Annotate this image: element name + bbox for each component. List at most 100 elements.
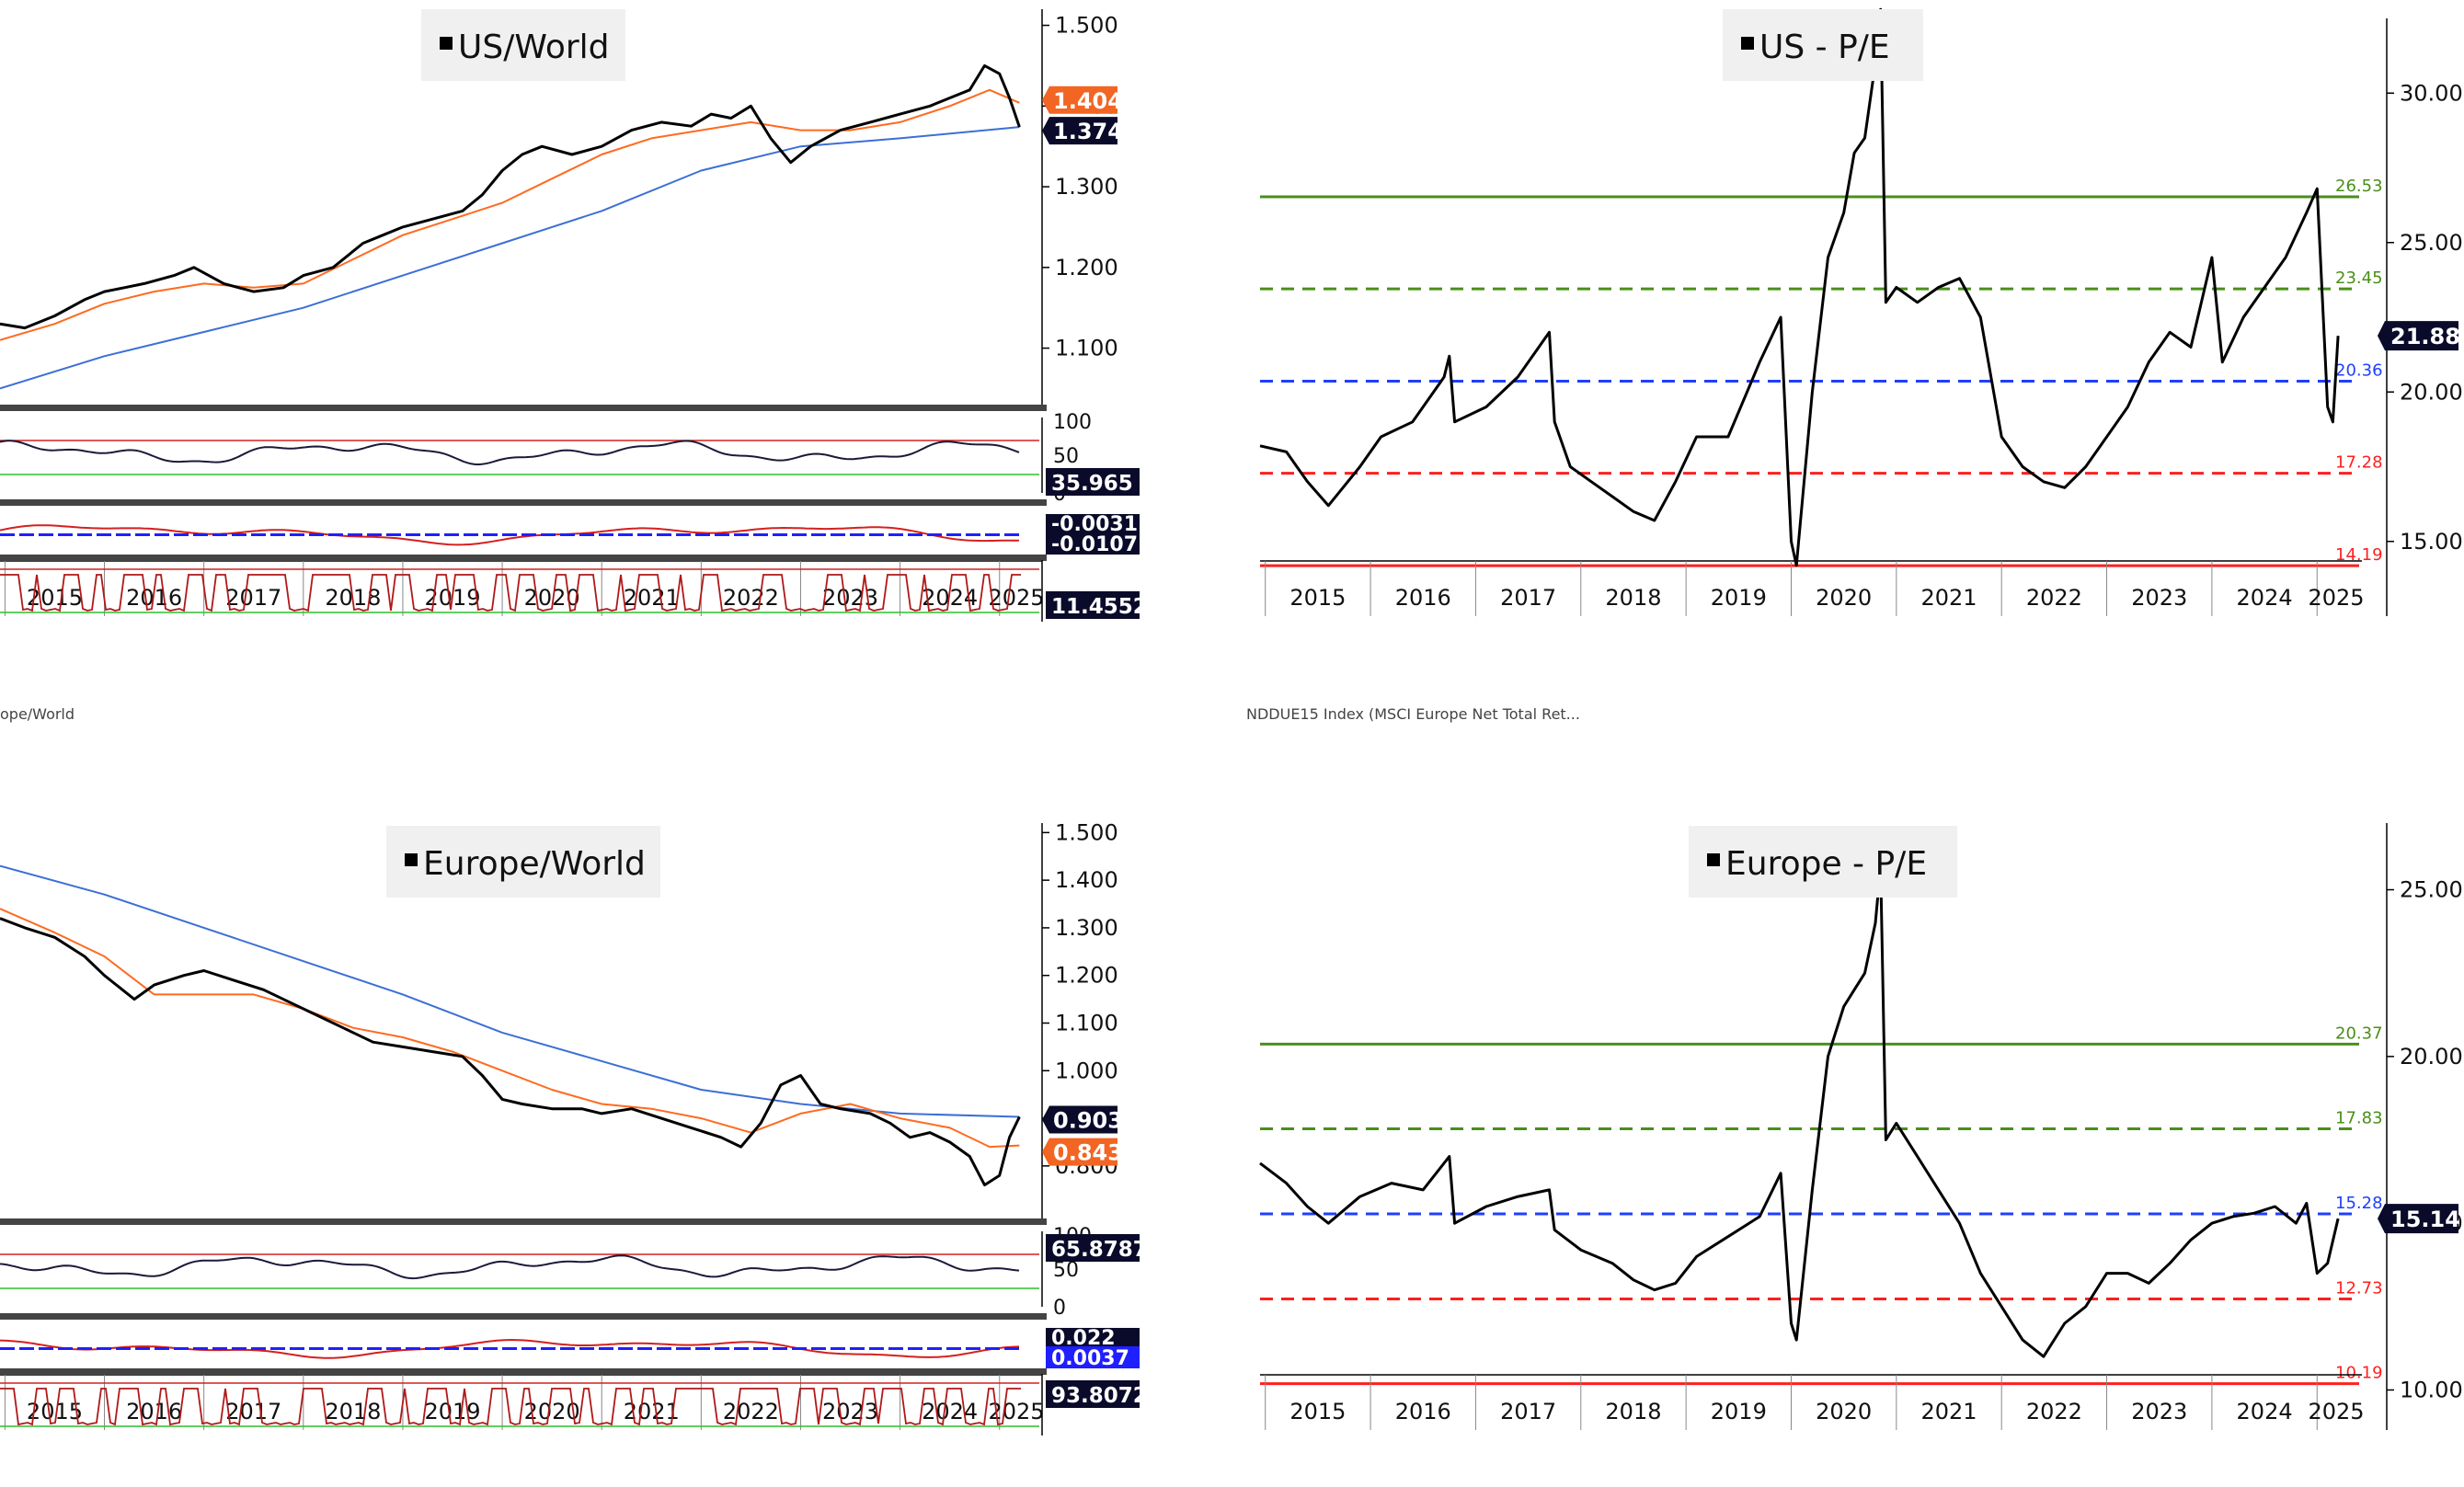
y-tick-label: 10.00: [2400, 1377, 2463, 1402]
y-tick-label: 20.00: [2400, 1044, 2463, 1069]
x-tick-label: 2019: [1711, 585, 1767, 611]
rsi-badge: [1046, 468, 1140, 496]
title-box: [386, 826, 660, 898]
left-caption: ope/World: [0, 705, 75, 723]
x-tick-label: 2016: [1395, 1399, 1451, 1424]
price-series: [0, 63, 1021, 330]
title-box: [421, 9, 625, 81]
y-tick-label: 1.100: [1055, 336, 1118, 361]
y-tick-label: 1.200: [1055, 963, 1118, 989]
x-tick-label: 2022: [2026, 585, 2082, 611]
pe-level-label: 14.19: [2335, 545, 2383, 565]
x-tick-label: 2025: [988, 585, 1044, 611]
us_pe-chart: 30.00 25.00 20.00 15.00 26.53 23.45 20.36 17.28…: [1259, 7, 2463, 616]
pe-level-label: 10.19: [2335, 1364, 2383, 1383]
x-tick-label: 2025: [2308, 585, 2364, 611]
x-tick-label: 2020: [1816, 1399, 1872, 1424]
rsi-series: [0, 1254, 1020, 1280]
x-tick-label: 2022: [723, 585, 779, 611]
chart-title: Europe - P/E: [1725, 845, 1927, 883]
x-tick-label: 2018: [325, 1399, 381, 1424]
y-tick-label: 1.100: [1055, 1011, 1118, 1036]
stoch-series: [0, 574, 1021, 612]
rsi-series: [0, 440, 1020, 466]
stoch-badge: [1046, 1380, 1140, 1408]
x-tick-label: 2023: [822, 585, 878, 611]
x-tick-label: 2022: [723, 1399, 779, 1424]
panel-separator: [0, 1368, 1047, 1375]
value-badge-label: 0.843: [1053, 1140, 1123, 1166]
x-tick-label: 2022: [2026, 1399, 2082, 1424]
pe-level-label: 17.83: [2335, 1109, 2383, 1128]
rsi-badge: [1046, 1234, 1140, 1262]
macd-badge-label: 0.0037: [1051, 1347, 1129, 1370]
y-tick-label: 1.300: [1055, 915, 1118, 941]
macd-badge-label: -0.0107: [1051, 533, 1138, 556]
price-series: [1259, 864, 2340, 1358]
x-tick-label: 2015: [1289, 585, 1346, 611]
rsi-axis-label: 100: [1053, 411, 1092, 434]
y-tick-label: 1.200: [1055, 255, 1118, 280]
macd-badge: [1046, 1346, 1140, 1368]
x-tick-label: 2017: [225, 585, 281, 611]
rsi-axis-label: 0: [1053, 1297, 1066, 1320]
ma_short-series: [0, 908, 1020, 1149]
panel-separator: [0, 405, 1047, 411]
x-tick-label: 2017: [225, 1399, 281, 1424]
value-badge-label: 1.404: [1053, 88, 1123, 114]
x-tick-label: 2015: [1289, 1399, 1346, 1424]
macd-series: [0, 1338, 1020, 1359]
y-tick-label: 1.400: [1055, 867, 1118, 893]
macd-badge-label: 0.022: [1051, 1327, 1116, 1350]
rsi-badge-label: 35.965: [1051, 472, 1133, 496]
macd-badge-label: -0.0031: [1051, 513, 1138, 536]
x-tick-label: 2019: [424, 1399, 480, 1424]
y-tick-label: 1.300: [1055, 174, 1118, 200]
macd-badge: [1046, 1328, 1140, 1348]
title-box: [1723, 9, 1923, 81]
panel-separator: [0, 1313, 1047, 1320]
value-badge: [1042, 86, 1117, 114]
y-tick-label: 25.00: [2400, 230, 2463, 256]
pe-level-label: 20.37: [2335, 1024, 2383, 1043]
x-tick-label: 2023: [2131, 585, 2187, 611]
x-tick-label: 2017: [1500, 1399, 1556, 1424]
europe_world-chart: 1.5001.4001.3001.2001.1001.0000.9000.800…: [0, 819, 1123, 1430]
y-tick-label: 1.500: [1055, 819, 1118, 845]
chart-title: US - P/E: [1759, 29, 1890, 66]
x-tick-label: 2024: [2237, 1399, 2293, 1424]
x-tick-label: 2024: [2237, 585, 2293, 611]
pe-level-label: 23.45: [2335, 269, 2383, 288]
value-badge: [1042, 1138, 1117, 1166]
legend-square-icon: [405, 853, 418, 866]
pe-level-label: 15.28: [2335, 1194, 2383, 1213]
chart-title: US/World: [458, 29, 610, 66]
macd-badge: [1046, 532, 1140, 555]
value-badge: [2378, 1204, 2458, 1234]
stoch-series: [0, 1388, 1021, 1426]
y-tick-label: 1.500: [1055, 13, 1118, 39]
europe_pe-chart: 25.0020.0015.0010.0020.3717.8315.2812.73…: [1259, 823, 2463, 1430]
y-tick-label: 15.00: [2400, 529, 2463, 555]
stoch-badge-label: 11.4552: [1051, 595, 1148, 619]
legend-square-icon: [440, 37, 453, 50]
value-badge-label: 1.374: [1053, 119, 1123, 144]
pe-level-label: 20.36: [2335, 361, 2383, 381]
right-caption: NDDUE15 Index (MSCI Europe Net Total Ret…: [1246, 705, 1580, 723]
legend-square-icon: [1707, 853, 1720, 866]
y-tick-label: 30.00: [2400, 80, 2463, 106]
chart-title: Europe/World: [423, 845, 646, 883]
macd-badge: [1046, 514, 1140, 534]
y-tick-label: 25.00: [2400, 877, 2463, 903]
x-tick-label: 2024: [922, 1399, 978, 1424]
x-tick-label: 2021: [1920, 1399, 1977, 1424]
ma_long-series: [0, 864, 1020, 1118]
x-tick-label: 2023: [2131, 1399, 2187, 1424]
us_world-chart: 1.5001.4001.3001.2001.100US/World1.4041.…: [0, 9, 1123, 616]
pe-level-label: 12.73: [2335, 1278, 2383, 1298]
legend-square-icon: [1741, 37, 1754, 50]
title-box: [1689, 826, 1957, 898]
